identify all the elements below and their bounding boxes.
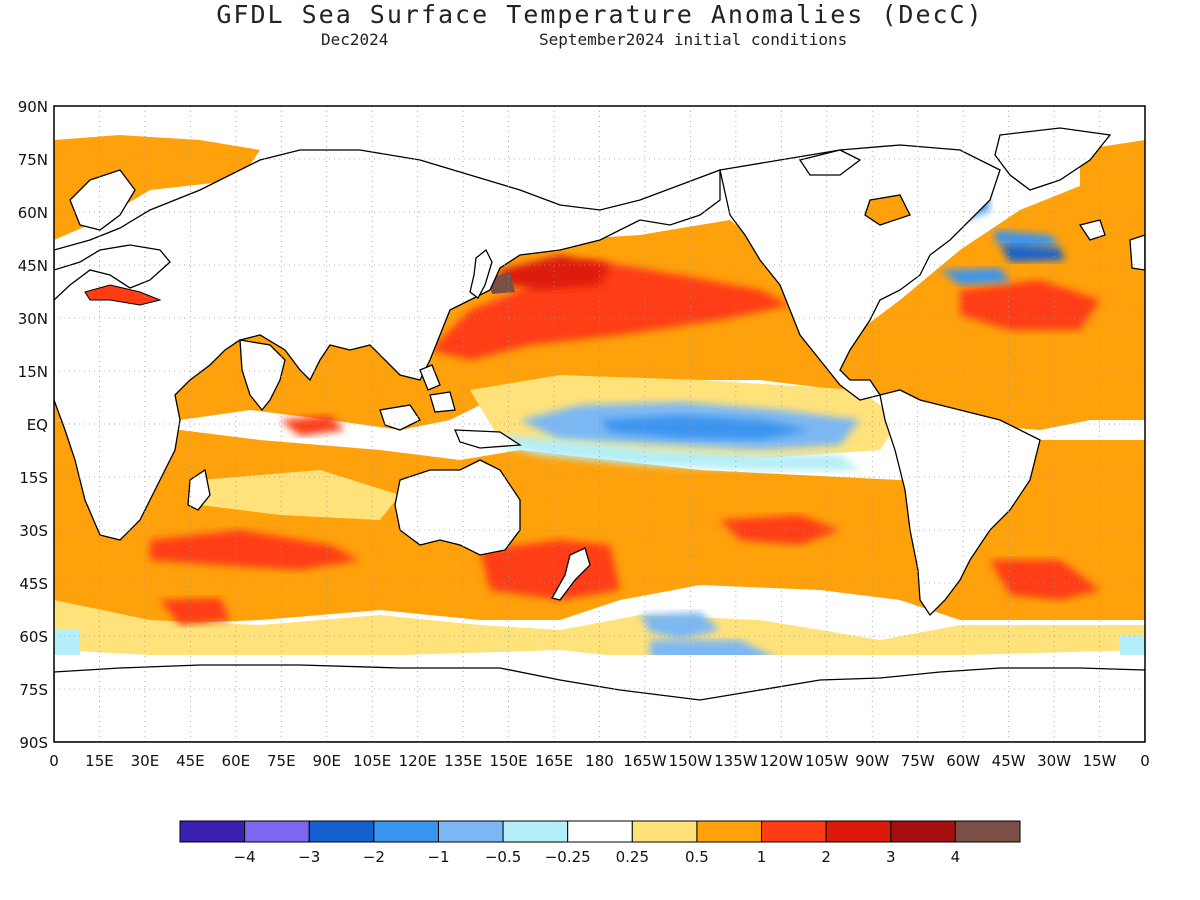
longitude-label: 150E [490, 752, 528, 770]
legend-label: 0.25 [616, 848, 649, 866]
latitude-label: 90N [18, 98, 48, 116]
longitude-label: 15E [85, 752, 114, 770]
longitude-label: 45W [992, 752, 1026, 770]
latitude-label: 75N [18, 151, 48, 169]
legend-label: −0.5 [485, 848, 521, 866]
map-title: GFDL Sea Surface Temperature Anomalies (… [216, 0, 984, 29]
longitude-label: 90E [312, 752, 341, 770]
latitude-label: EQ [27, 416, 48, 434]
legend-swatch [179, 820, 246, 843]
graticule [54, 106, 1145, 742]
longitude-label: 90W [855, 752, 889, 770]
latitude-label: 60S [19, 628, 48, 646]
legend-swatch [437, 820, 504, 843]
legend-label: 3 [886, 848, 896, 866]
longitude-label: 135W [714, 752, 758, 770]
latitude-labels: 90N 75N 60N 45N 30N 15N EQ 15S 30S 45S 60S 75S 90S [18, 98, 48, 752]
legend-swatch [502, 820, 569, 843]
legend-label: 2 [821, 848, 831, 866]
legend-label: −1 [427, 848, 449, 866]
longitude-label: 75E [267, 752, 296, 770]
legend-swatch [890, 820, 956, 843]
initial-conditions: September2024 initial conditions [539, 30, 848, 49]
legend-label: −3 [298, 848, 320, 866]
longitude-labels: 0 15E 30E 45E 60E 75E 90E 105E 120E 135E 150E 165E 1… [49, 752, 1150, 770]
latitude-label: 30S [19, 522, 48, 540]
legend-swatch [567, 820, 633, 843]
longitude-label: 120E [399, 752, 437, 770]
longitude-label: 45E [176, 752, 205, 770]
legend-swatch [308, 820, 375, 843]
longitude-label: 30E [131, 752, 160, 770]
legend-label: 4 [951, 848, 961, 866]
longitude-label: 75W [901, 752, 935, 770]
latitude-label: 90S [19, 734, 48, 752]
longitude-label: 135E [444, 752, 482, 770]
latitude-label: 45N [18, 257, 48, 275]
latitude-label: 75S [19, 681, 48, 699]
longitude-label: 30W [1037, 752, 1071, 770]
latitude-label: 15S [19, 469, 48, 487]
longitude-label: 165E [535, 752, 573, 770]
forecast-month: Dec2024 [321, 30, 389, 49]
legend-swatch [825, 820, 892, 843]
latitude-label: 30N [18, 310, 48, 328]
longitude-label: 0 [1140, 752, 1150, 770]
latitude-label: 60N [18, 204, 48, 222]
longitude-label: 105W [805, 752, 849, 770]
longitude-label: 120W [760, 752, 804, 770]
legend-label: −2 [363, 848, 385, 866]
legend-swatch [373, 820, 439, 843]
legend-swatch [696, 820, 763, 843]
longitude-label: 150W [669, 752, 713, 770]
longitude-label: 60E [222, 752, 251, 770]
latitude-label: 45S [19, 575, 48, 593]
legend-label: −0.25 [545, 848, 591, 866]
coastlines [54, 127, 1145, 742]
legend-swatch [761, 820, 827, 843]
longitude-label: 15W [1083, 752, 1117, 770]
legend-label: −4 [234, 848, 256, 866]
latitude-label: 15N [18, 363, 48, 381]
longitude-label: 165W [623, 752, 667, 770]
longitude-label: 0 [49, 752, 59, 770]
legend-swatch [244, 820, 310, 843]
color-legend: −4 −3 −2 −1 −0.5 −0.25 0.25 0.5 1 2 3 4 [179, 820, 1021, 866]
longitude-label: 180 [585, 752, 614, 770]
legend-label: 0.5 [685, 848, 709, 866]
longitude-label: 105E [353, 752, 391, 770]
legend-swatch [631, 820, 698, 843]
legend-swatch [954, 820, 1021, 843]
legend-label: 1 [757, 848, 767, 866]
longitude-label: 60W [946, 752, 980, 770]
map-frame [53, 105, 1146, 743]
